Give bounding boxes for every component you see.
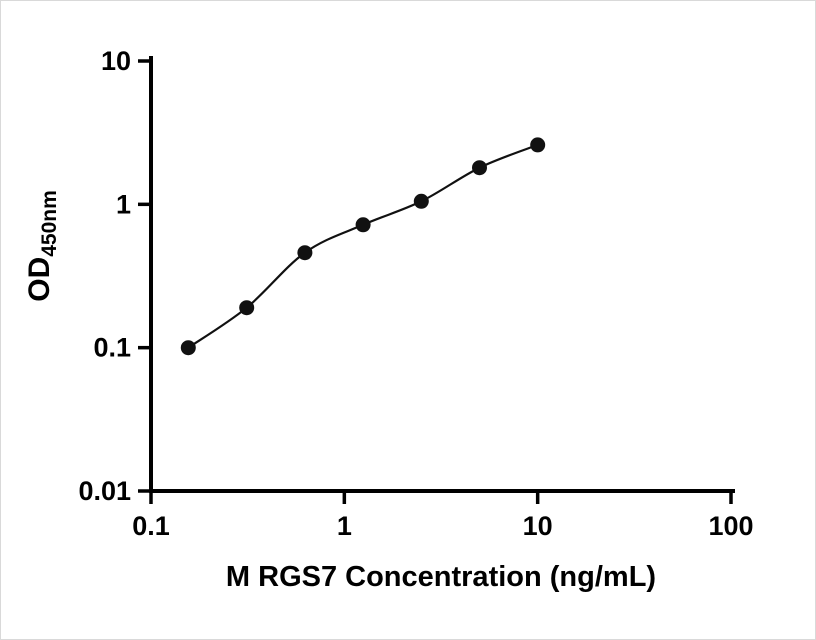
- data-point: [297, 245, 313, 261]
- x-tick-label: 10: [523, 511, 553, 541]
- y-axis-title: OD450nm: [23, 190, 61, 302]
- data-point: [413, 193, 429, 209]
- data-point: [355, 217, 371, 233]
- data-point: [472, 160, 487, 176]
- y-tick-label: 10: [101, 46, 131, 76]
- data-point: [530, 137, 546, 153]
- x-tick-label: 0.1: [132, 511, 170, 541]
- x-tick-label: 100: [708, 511, 753, 541]
- y-tick-label: 1: [116, 189, 131, 219]
- y-tick-label: 0.01: [78, 476, 131, 506]
- x-axis-title: M RGS7 Concentration (ng/mL): [226, 561, 656, 593]
- fit-curve: [187, 143, 539, 349]
- data-point: [239, 300, 255, 316]
- y-tick-label: 0.1: [93, 333, 131, 363]
- x-tick-label: 1: [337, 511, 352, 541]
- data-point: [180, 340, 196, 356]
